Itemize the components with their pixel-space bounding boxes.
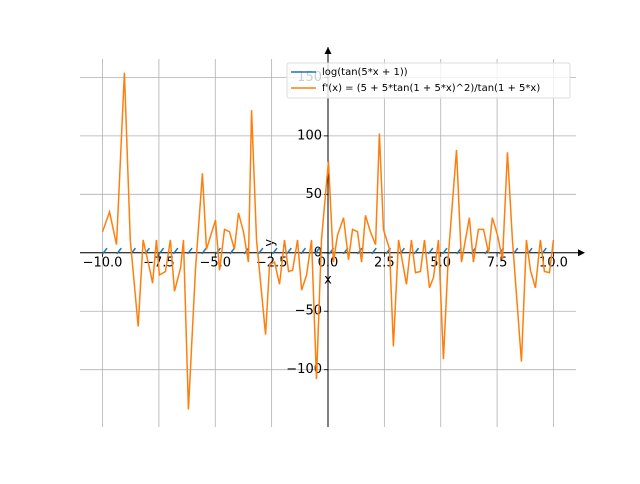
legend: log(tan(5*x + 1)) f'(x) = (5 + 5*tan(1 + … [286, 62, 571, 99]
x-tick-label: −5.0 [199, 255, 231, 270]
y-tick-label: −50 [295, 304, 322, 319]
y-axis-arrow [324, 47, 332, 54]
legend-box [286, 62, 571, 99]
x-tick-label: −10.0 [83, 255, 123, 270]
legend-label: f'(x) = (5 + 5*tan(1 + 5*x)^2)/tan(1 + 5… [322, 83, 540, 94]
x-tick-label: 10.0 [539, 255, 568, 270]
x-tick-label: 7.5 [487, 255, 508, 270]
y-tick-label: −100 [286, 362, 322, 377]
series-line [101, 72, 555, 410]
legend-label: log(tan(5*x + 1)) [322, 67, 408, 78]
y-tick-label: 50 [305, 187, 322, 202]
y-axis-label: y [263, 239, 278, 247]
x-tick-label: 2.5 [374, 255, 395, 270]
y-tick-label: 100 [297, 128, 322, 143]
x-axis-arrow [578, 249, 585, 257]
